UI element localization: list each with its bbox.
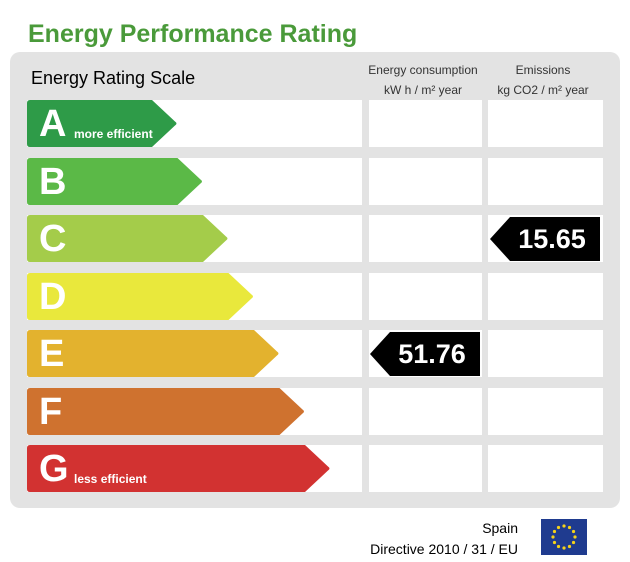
eu-flag-icon (541, 519, 587, 555)
band-note: more efficient (74, 127, 153, 141)
consumption-cell (369, 387, 482, 435)
band-letter: D (39, 275, 67, 318)
band-arrow (27, 272, 253, 320)
flag-star (571, 529, 576, 534)
flag-star (562, 524, 566, 528)
band-arrow-shape (27, 272, 253, 320)
emissions-header: Emissions kg CO2 / m² year (485, 60, 601, 100)
band-arrow (27, 445, 330, 492)
flag-star (556, 525, 561, 530)
emissions-marker: 15.65 (490, 216, 600, 261)
flag-star (573, 535, 577, 539)
band-letter: E (39, 333, 65, 375)
consumption-header-line1: Energy consumption (368, 63, 478, 77)
band-letter: A (39, 103, 67, 145)
emissions-cell (488, 387, 603, 435)
page-title: Energy Performance Rating (28, 20, 358, 48)
consumption-cell (369, 272, 482, 320)
consumption-cell (369, 157, 482, 205)
band-arrow-shape (27, 330, 279, 377)
flag-star (556, 544, 561, 549)
band-arrow (27, 100, 177, 147)
emissions-value: 15.65 (518, 223, 586, 254)
flag-star (567, 544, 572, 549)
consumption-cell (369, 100, 482, 147)
consumption-marker-arrow (370, 331, 480, 376)
emissions-cell (488, 445, 603, 492)
emissions-cell (488, 330, 603, 377)
band-arrow (27, 157, 202, 205)
scale-label: Energy Rating Scale (31, 68, 196, 88)
band-arrow-shape (27, 387, 304, 435)
band-letter: F (39, 390, 63, 433)
consumption-header-line2: kW h / m² year (383, 83, 462, 97)
band-arrow-shape (27, 445, 330, 492)
emissions-cell (488, 100, 603, 147)
band-arrow (27, 387, 304, 435)
consumption-marker-shape (370, 331, 480, 376)
band-letter: G (39, 448, 69, 490)
consumption-cell (369, 445, 482, 492)
flag-star (567, 525, 572, 530)
band-arrow-shape (27, 157, 202, 205)
consumption-cell (369, 215, 482, 262)
emissions-header-line1: Emissions (515, 63, 571, 77)
emissions-header-line2: kg CO2 / m² year (497, 83, 589, 97)
band-note: less efficient (74, 472, 147, 486)
flag-star (552, 529, 557, 534)
flag-star (571, 540, 576, 545)
band-letter: B (39, 160, 67, 203)
consumption-value: 51.76 (398, 338, 466, 369)
consumption-header: Energy consumption kW h / m² year (366, 60, 480, 100)
flag-star (552, 540, 557, 545)
footer-country: Spain (482, 520, 518, 536)
footer-directive: Directive 2010 / 31 / EU (370, 541, 518, 557)
band-arrow-shape (27, 215, 228, 262)
emissions-cell (488, 157, 603, 205)
band-arrow-shape (27, 100, 177, 147)
flag-star (551, 535, 555, 539)
emissions-marker-shape (490, 216, 600, 261)
flag-star (562, 546, 566, 550)
consumption-marker: 51.76 (370, 331, 480, 376)
emissions-marker-arrow (490, 216, 600, 261)
emissions-cell (488, 272, 603, 320)
band-arrow (27, 330, 279, 377)
band-letter: C (39, 218, 67, 260)
band-arrow (27, 215, 228, 262)
